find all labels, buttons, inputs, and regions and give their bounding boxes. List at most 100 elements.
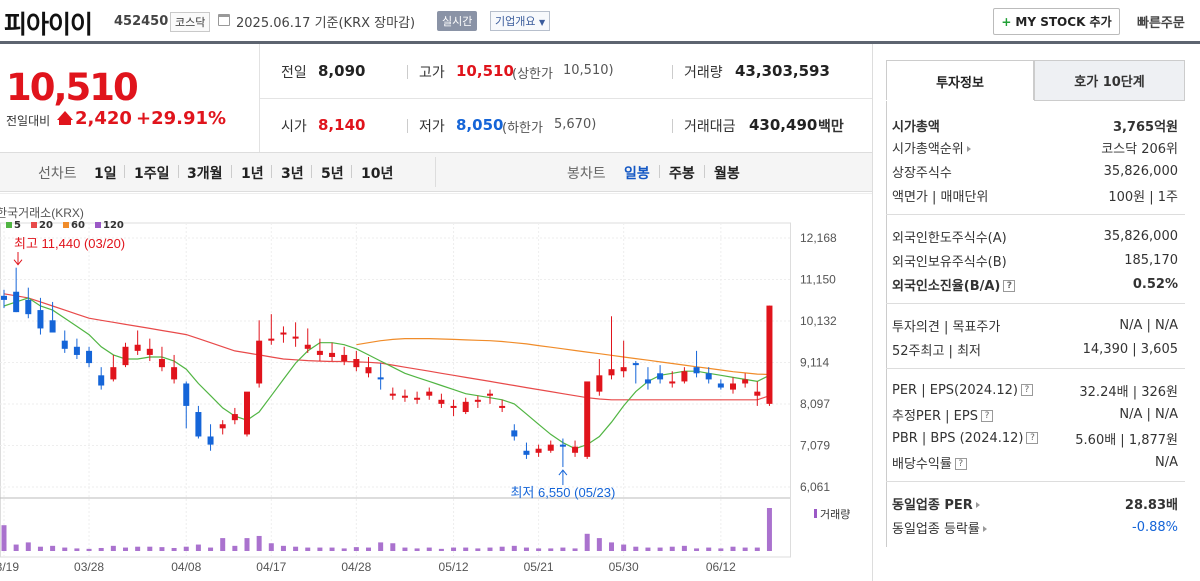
volume-bar bbox=[742, 547, 748, 551]
legend-label: 60 bbox=[71, 220, 85, 231]
tab-5y[interactable]: 5년 bbox=[321, 166, 344, 182]
tab-10y[interactable]: 10년 bbox=[361, 166, 394, 182]
x-tick-label: 04/08 bbox=[171, 560, 201, 574]
tab-1y[interactable]: 1년 bbox=[241, 166, 264, 182]
info-row: 외국인소진율(B/A)? 0.52% bbox=[892, 274, 1178, 294]
tab-weekly[interactable]: 주봉 bbox=[669, 166, 695, 182]
low-value: 8,050 bbox=[456, 116, 504, 134]
info-row-label[interactable]: 추정PER | EPS? bbox=[892, 405, 993, 424]
candle-body bbox=[73, 346, 80, 355]
help-icon[interactable]: ? bbox=[980, 410, 993, 422]
info-row-value: 코스닥 206위 bbox=[1101, 141, 1178, 157]
info-row-label[interactable]: PER | EPS(2024.12)? bbox=[892, 383, 1033, 398]
separator bbox=[351, 165, 352, 178]
tab-hoga-10[interactable]: 호가 10단계 bbox=[1034, 60, 1185, 101]
candle-body bbox=[219, 424, 226, 429]
info-row-value: 5.60배 | 1,877원 bbox=[1075, 432, 1178, 448]
stock-chart[interactable]: 12,168 11,150 10,132 9,114 8,097 7,079 6,061 03… bbox=[0, 193, 872, 581]
candle-body bbox=[693, 367, 700, 374]
volume-bar bbox=[98, 547, 104, 551]
info-row-label[interactable]: PBR | BPS (2024.12)? bbox=[892, 431, 1039, 446]
candle-body bbox=[705, 373, 712, 380]
plot-frame bbox=[0, 222, 791, 558]
chart-source-label: 한국거래소(KRX) bbox=[0, 206, 84, 220]
volume-legend-label: 거래량 bbox=[820, 508, 850, 521]
tab-invest-info[interactable]: 투자정보 bbox=[886, 60, 1034, 101]
separator bbox=[407, 65, 408, 79]
y-tick-label: 7,079 bbox=[800, 438, 830, 452]
legend-label: 120 bbox=[103, 220, 124, 231]
lower-limit-label: (하한가 bbox=[502, 121, 543, 136]
volume-value: 43,303,593 bbox=[735, 62, 830, 80]
volume-bar bbox=[645, 547, 651, 551]
volume-bar bbox=[353, 547, 359, 551]
x-tick-label: 03/19 bbox=[0, 560, 19, 574]
up-arrow-icon bbox=[57, 111, 73, 120]
help-icon[interactable]: ? bbox=[1003, 280, 1016, 292]
tab-3y[interactable]: 3년 bbox=[281, 166, 304, 182]
open-value: 8,140 bbox=[318, 116, 366, 134]
panel-separator bbox=[886, 214, 1185, 215]
info-row-label: 투자의견 | 목표주가 bbox=[892, 319, 1001, 335]
invest-info-panel bbox=[886, 101, 1185, 547]
quick-order-link[interactable]: 빠른주문 bbox=[1137, 16, 1185, 31]
candle-body bbox=[86, 350, 93, 364]
market-badge: 코스닥 bbox=[170, 12, 211, 32]
high-label: 고가 bbox=[419, 65, 445, 81]
volume-bar bbox=[438, 548, 444, 551]
company-info-dropdown[interactable]: 기업개요 ▼ bbox=[490, 11, 551, 31]
volume-bar bbox=[195, 544, 201, 551]
candle-body bbox=[657, 373, 664, 380]
volume-bar bbox=[390, 543, 396, 551]
candle-body bbox=[620, 367, 627, 372]
candle-chart-label: 봉차트 bbox=[567, 166, 606, 182]
candle-body bbox=[316, 350, 323, 355]
candle-body bbox=[584, 381, 591, 457]
info-row-label[interactable]: 배당수익률? bbox=[892, 453, 967, 472]
volume-bar bbox=[74, 548, 80, 551]
candle-body bbox=[730, 383, 736, 390]
tab-daily[interactable]: 일봉 bbox=[624, 166, 650, 182]
tab-1w[interactable]: 1주일 bbox=[134, 166, 170, 182]
help-icon[interactable]: ? bbox=[1026, 432, 1039, 444]
info-row-value: N/A | N/A bbox=[1119, 406, 1178, 422]
candle-body bbox=[644, 379, 651, 384]
info-row: 배당수익률? N/A bbox=[892, 452, 1178, 472]
y-tick-label: 12,168 bbox=[800, 231, 837, 245]
separator bbox=[231, 165, 232, 178]
realtime-button[interactable]: 실시간 bbox=[437, 11, 478, 31]
volume-bar bbox=[426, 547, 432, 551]
tab-monthly[interactable]: 월봉 bbox=[714, 166, 740, 182]
panel-separator bbox=[886, 303, 1185, 304]
tab-3m[interactable]: 3개월 bbox=[187, 166, 223, 182]
info-row-label[interactable]: 동일업종 PER bbox=[892, 494, 980, 513]
volume-bar bbox=[536, 548, 542, 551]
info-row-value: 3,765억원 bbox=[1112, 119, 1178, 135]
info-row: 외국인보유주식수(B) 185,170 bbox=[892, 250, 1178, 270]
volume-bar bbox=[511, 545, 517, 551]
legend-label: 5 bbox=[14, 220, 21, 231]
lower-limit-value: 5,670) bbox=[554, 117, 597, 132]
change-label: 전일대비 bbox=[6, 114, 51, 128]
change-percent: +29.91% bbox=[136, 108, 227, 129]
volume-bar bbox=[244, 538, 250, 551]
line-chart-label: 선차트 bbox=[38, 166, 77, 182]
candle-body bbox=[171, 367, 178, 380]
separator bbox=[124, 165, 125, 178]
info-row-label[interactable]: 동일업종 등락률 bbox=[892, 518, 987, 537]
volume-bar bbox=[135, 546, 141, 551]
volume-bar bbox=[1, 525, 7, 551]
info-row-value: 100원 | 1주 bbox=[1108, 189, 1178, 205]
ma20-line bbox=[3, 293, 770, 401]
stock-code: 452450 bbox=[114, 14, 169, 29]
mystock-add-button[interactable]: + MY STOCK 추가 bbox=[993, 8, 1120, 35]
legend-swatch bbox=[31, 222, 37, 228]
max-price-label: 최고 11,440 (03/20) bbox=[14, 236, 125, 251]
current-price: 10,510 bbox=[6, 66, 139, 109]
help-icon[interactable]: ? bbox=[954, 458, 967, 470]
info-row-value: 185,170 bbox=[1124, 252, 1178, 268]
info-row-label[interactable]: 외국인소진율(B/A)? bbox=[892, 275, 1016, 294]
info-row-label[interactable]: 시가총액순위 bbox=[892, 138, 971, 157]
help-icon[interactable]: ? bbox=[1020, 384, 1033, 396]
tab-1d[interactable]: 1일 bbox=[94, 166, 117, 182]
